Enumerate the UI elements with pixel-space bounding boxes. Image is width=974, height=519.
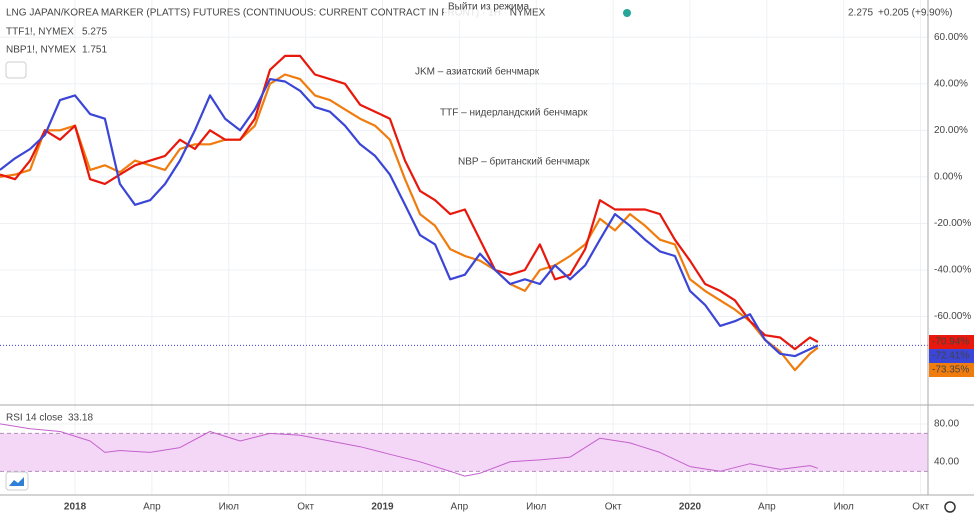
last-value-label: -73.35% bbox=[932, 365, 969, 376]
rsi-value: 33.18 bbox=[68, 413, 93, 424]
last-value-box bbox=[929, 363, 974, 378]
legend-name: NBP1!, NYMEX bbox=[6, 45, 76, 56]
rsi-band bbox=[0, 433, 928, 472]
plot bbox=[0, 54, 928, 477]
x-tick-label: Апр bbox=[451, 502, 469, 513]
x-tick-label: Апр bbox=[143, 502, 161, 513]
legend-change: +0.205 (+9.90%) bbox=[878, 8, 953, 19]
legend-value: 5.275 bbox=[82, 27, 107, 38]
y-tick-label: 0.00% bbox=[934, 172, 962, 183]
labels: 2018 Апр Июл Окт 2019 Апр Июл Окт 2020 Апр Июл Окт 6… bbox=[6, 2, 974, 513]
y-tick-label: 40.00 bbox=[934, 456, 959, 467]
collapse-button[interactable] bbox=[5, 61, 27, 79]
y-tick-label: -20.00% bbox=[934, 218, 971, 229]
series-line bbox=[0, 78, 819, 358]
annotation: NBP – британский бенчмарк bbox=[458, 156, 590, 168]
series-line bbox=[0, 423, 819, 477]
logo-button[interactable] bbox=[5, 471, 29, 491]
x-tick-label: 2019 bbox=[371, 502, 394, 513]
series-title: LNG JAPAN/KOREA MARKER (PLATTS) FUTURES … bbox=[6, 8, 546, 19]
series-line bbox=[0, 54, 819, 351]
last-value-label: -72.41% bbox=[932, 351, 969, 362]
y-tick-label: 20.00% bbox=[934, 125, 968, 136]
overlay-box bbox=[444, 2, 508, 20]
grid bbox=[0, 0, 928, 495]
y-tick-label: -60.00% bbox=[934, 311, 971, 322]
last-value-box bbox=[929, 349, 974, 364]
legend-value: 1.751 bbox=[82, 45, 107, 56]
x-tick-label: Июл bbox=[219, 502, 239, 513]
last-value-label: -70.94% bbox=[932, 337, 969, 348]
x-tick-label: Окт bbox=[605, 502, 622, 513]
rsi-title: RSI 14 close bbox=[6, 413, 63, 424]
x-tick-label: Окт bbox=[297, 502, 314, 513]
logo-icon bbox=[9, 477, 24, 486]
x-tick-label: 2020 bbox=[679, 502, 702, 513]
y-tick-label: 80.00 bbox=[934, 419, 959, 430]
x-tick-label: Июл bbox=[834, 502, 854, 513]
x-tick-label: Окт bbox=[912, 502, 929, 513]
legend-name: TTF1!, NYMEX bbox=[6, 27, 74, 38]
overlay-text: Выйти из режима bbox=[448, 2, 529, 13]
x-tick-label: 2018 bbox=[64, 502, 87, 513]
last-value-box bbox=[929, 335, 974, 350]
x-tick-label: Апр bbox=[758, 502, 776, 513]
legend-value: 2.275 bbox=[848, 8, 873, 19]
y-tick-label: 40.00% bbox=[934, 78, 968, 89]
status-dot bbox=[623, 9, 631, 17]
series-line bbox=[0, 73, 819, 372]
x-tick-label: Июл bbox=[526, 502, 546, 513]
settings-icon[interactable] bbox=[944, 501, 956, 513]
y-tick-label: 60.00% bbox=[934, 32, 968, 43]
annotation: JKM – азиатский бенчмарк bbox=[415, 66, 540, 78]
annotation: TTF – нидерландский бенчмарк bbox=[440, 107, 588, 119]
y-tick-label: -40.00% bbox=[934, 265, 971, 276]
